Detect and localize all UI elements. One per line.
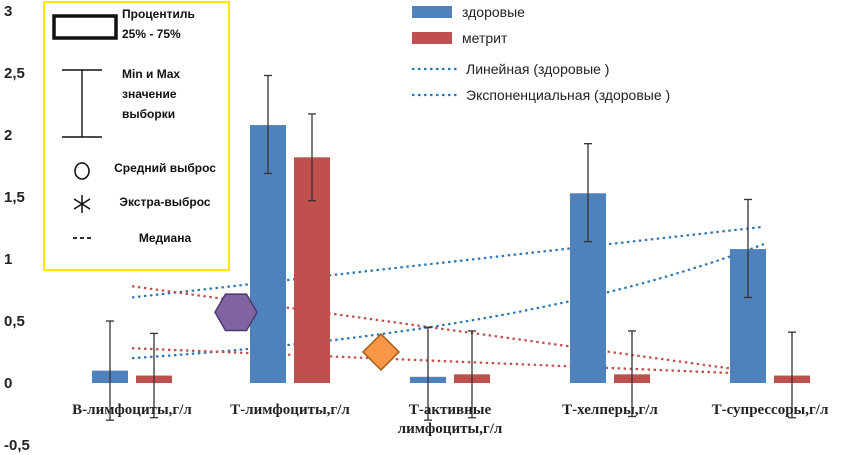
legend-label: Экспоненциальная (здоровые ) (466, 87, 670, 103)
legend-label: метрит (462, 30, 508, 46)
x-axis-labels: В-лимфоциты,г/л Т-лимфоциты,г/л Т-активные… (72, 402, 829, 437)
category-label: лимфоциты,г/л (398, 421, 503, 437)
y-tick-label: 0,5 (4, 313, 25, 330)
legend-label: Линейная (здоровые ) (466, 61, 609, 77)
key-label: 25% - 75% (122, 27, 181, 41)
legend-label: здоровые (462, 4, 525, 20)
y-tick-label: 3 (4, 3, 12, 20)
trendline-2 (131, 285, 765, 375)
y-axis: 3 2,5 2 1,5 1 0,5 0 -0,5 (4, 3, 30, 454)
key-label: Экстра-выброс (119, 195, 210, 209)
circle-icon (74, 162, 90, 180)
key-label: Процентиль (122, 7, 195, 21)
trendline-0 (131, 225, 765, 299)
percentile-box-icon (52, 14, 118, 40)
outlier-markers (214, 293, 401, 372)
category-label: Т-хелперы,г/л (562, 402, 658, 418)
category-label: Т-лимфоциты,г/л (230, 402, 350, 418)
legend-swatch (412, 32, 452, 44)
y-tick-label: 1 (4, 251, 12, 268)
key-label: выборки (122, 107, 175, 121)
trendline-3 (131, 347, 765, 376)
y-tick-label: 0 (4, 375, 12, 392)
key-frame (43, 1, 230, 271)
legend: здоровые метрит Линейная (здоровые ) Экспон… (412, 4, 670, 103)
key-label: Средний выброс (114, 161, 216, 175)
legend-swatch (412, 6, 452, 18)
y-tick-label: 2,5 (4, 65, 25, 82)
category-label: В-лимфоциты,г/л (72, 402, 192, 418)
y-tick-label: 1,5 (4, 189, 25, 206)
key-label: Min и Max (122, 67, 180, 81)
y-tick-label: 2 (4, 127, 12, 144)
diamond-marker (361, 332, 401, 372)
trendlines (131, 225, 765, 376)
boxplot-key: Процентиль 25% - 75% Min и Max значение выбо… (43, 1, 230, 271)
category-label: Т-супрессоры,г/л (712, 402, 829, 418)
hexagon-marker (214, 293, 258, 332)
error-bars (106, 74, 796, 421)
key-label: Медиана (139, 231, 192, 245)
key-label: значение (122, 87, 177, 101)
asterisk-icon-stroke (73, 198, 91, 210)
y-tick-label: -0,5 (4, 437, 30, 454)
category-label: Т-активные (409, 402, 492, 418)
